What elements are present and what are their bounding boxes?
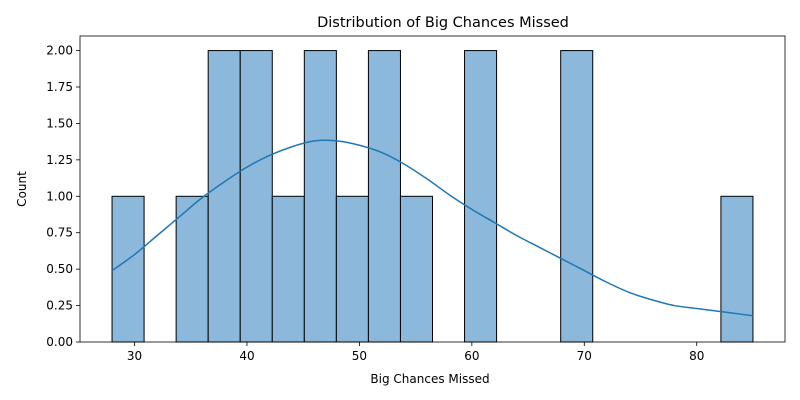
histogram-bar — [560, 50, 594, 343]
histogram-bar — [239, 50, 273, 343]
x-tick-label: 60 — [464, 349, 479, 363]
x-axis-label: Big Chances Missed — [370, 372, 489, 386]
chart-title: Distribution of Big Chances Missed — [317, 15, 569, 31]
histogram-bar — [111, 195, 145, 343]
x-tick-label: 30 — [127, 349, 142, 363]
histogram-bar — [175, 195, 209, 343]
y-axis-label: Count — [15, 171, 29, 207]
histogram-bar — [720, 195, 754, 343]
y-tick-label: 2.00 — [46, 44, 73, 58]
x-tick-label: 80 — [689, 349, 704, 363]
histogram-bars — [111, 50, 754, 343]
x-tick-label: 70 — [577, 349, 592, 363]
y-tick-label: 1.00 — [46, 189, 73, 203]
histogram-bar — [207, 50, 241, 343]
plot-frame — [79, 35, 786, 343]
x-tick-label: 40 — [239, 349, 254, 363]
y-tick-label: 0.75 — [46, 226, 73, 240]
y-tick-label: 0.50 — [46, 262, 73, 276]
histogram-bar — [303, 50, 337, 343]
histogram-bar — [399, 195, 434, 343]
histogram-bar — [367, 50, 401, 343]
kde-curve — [111, 139, 754, 317]
x-axis-ticks: 30 40 50 60 70 80 — [127, 342, 704, 363]
y-axis-ticks: 0.00 0.25 0.50 0.75 1.00 1.25 1.50 1.75 2.00 — [46, 44, 80, 349]
x-tick-label: 50 — [352, 349, 367, 363]
y-tick-label: 0.25 — [46, 299, 73, 313]
histogram-bar — [464, 50, 498, 343]
y-tick-label: 0.00 — [46, 335, 73, 349]
y-tick-label: 1.25 — [46, 153, 73, 167]
y-tick-label: 1.50 — [46, 116, 73, 130]
histogram-bar — [271, 195, 305, 343]
y-tick-label: 1.75 — [46, 80, 73, 94]
histogram-bar — [335, 195, 369, 343]
